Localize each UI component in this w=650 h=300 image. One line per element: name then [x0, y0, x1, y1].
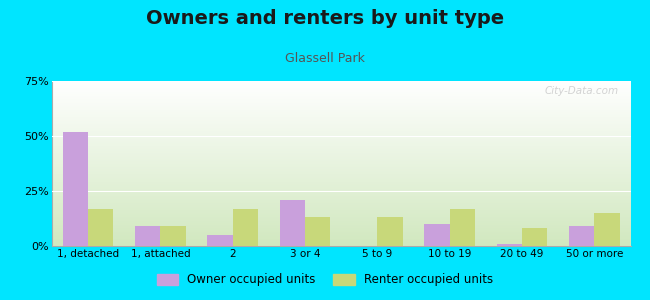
Bar	[497, 244, 522, 246]
Bar	[280, 200, 305, 246]
Bar	[63, 132, 88, 246]
Text: Glassell Park: Glassell Park	[285, 52, 365, 65]
Bar	[450, 208, 475, 246]
Bar	[88, 208, 114, 246]
Bar	[207, 235, 233, 246]
Bar	[135, 226, 161, 246]
Bar	[424, 224, 450, 246]
Bar	[522, 228, 547, 246]
Bar	[305, 218, 330, 246]
Bar	[378, 218, 403, 246]
Text: Owners and renters by unit type: Owners and renters by unit type	[146, 9, 504, 28]
Bar	[161, 226, 186, 246]
Bar	[569, 226, 594, 246]
Legend: Owner occupied units, Renter occupied units: Owner occupied units, Renter occupied un…	[152, 269, 498, 291]
Text: City-Data.com: City-Data.com	[545, 86, 619, 96]
Bar	[233, 208, 258, 246]
Bar	[594, 213, 619, 246]
